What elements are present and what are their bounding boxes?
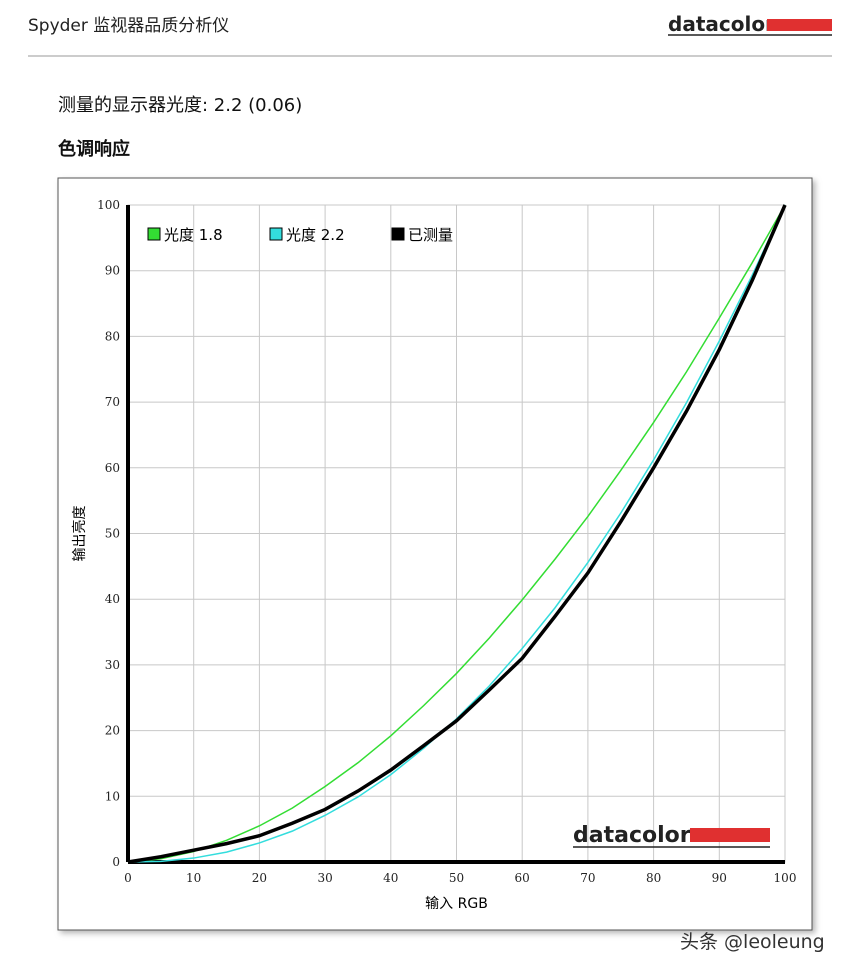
header-title: Spyder 监视器品质分析仪 <box>28 16 229 36</box>
y-axis-label: 输出亮度 <box>71 506 88 562</box>
x-tick-label: 70 <box>580 871 595 885</box>
y-tick-label: 20 <box>105 724 120 738</box>
chart-logo-bar <box>690 828 770 842</box>
chart: 0 10 20 30 40 50 60 70 80 90 100 0 10 20 30 40 50 60 70 80 9… <box>71 198 796 912</box>
x-tick-label: 0 <box>124 871 132 885</box>
header-logo: datacolor <box>668 12 775 36</box>
legend-swatch <box>391 227 405 241</box>
y-tick-label: 60 <box>105 461 120 475</box>
watermark: 头条 @leoleung <box>680 931 825 953</box>
heading: 测量的显示器光度: 2.2 (0.06) <box>58 95 302 116</box>
y-tick-label: 0 <box>112 855 120 869</box>
line-series <box>127 204 787 864</box>
x-axis-label: 输入 RGB <box>425 896 488 912</box>
legend-swatch <box>147 227 161 241</box>
x-tick-label: 50 <box>449 871 464 885</box>
x-tick-label: 20 <box>252 871 267 885</box>
x-tick-label: 80 <box>646 871 661 885</box>
y-tick-label: 90 <box>105 264 120 278</box>
y-tick-label: 10 <box>105 789 120 803</box>
legend-label: 已测量 <box>408 226 453 244</box>
line-series <box>127 204 786 863</box>
y-tick-label: 70 <box>105 395 120 409</box>
subheading: 色调响应 <box>58 138 130 160</box>
x-tick-label: 40 <box>383 871 398 885</box>
logo-bar <box>767 19 832 31</box>
chart-frame <box>57 177 813 931</box>
y-tick-label: 40 <box>105 592 120 606</box>
y-tick-label: 50 <box>105 527 120 541</box>
x-tick-label: 90 <box>712 871 727 885</box>
legend-label: 光度 2.2 <box>286 226 345 244</box>
y-tick-label: 30 <box>105 658 120 672</box>
x-tick-label: 10 <box>186 871 201 885</box>
legend-label: 光度 1.8 <box>164 226 223 244</box>
x-tick-label: 30 <box>317 871 332 885</box>
chart-logo: datacolor <box>573 823 691 848</box>
legend-swatch <box>269 227 283 241</box>
x-tick-label: 60 <box>515 871 530 885</box>
y-tick-label: 80 <box>105 329 120 343</box>
y-tick-label: 100 <box>97 198 120 212</box>
x-tick-label: 100 <box>774 871 797 885</box>
